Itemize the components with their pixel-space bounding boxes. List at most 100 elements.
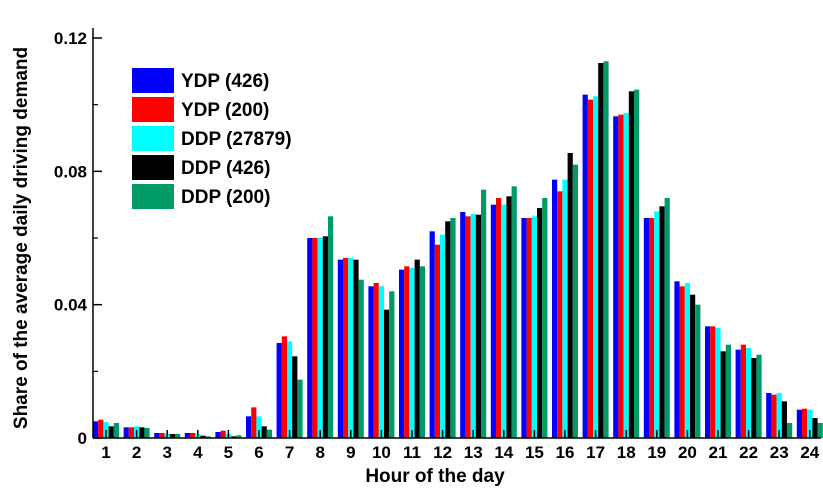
legend-label: DDP (27879) <box>181 129 292 150</box>
y-tick-label: 0.04 <box>54 296 88 315</box>
bar-ddp-27879-hour-18 <box>623 113 629 438</box>
bar-ydp-200-hour-19 <box>649 218 655 438</box>
bar-ddp-27879-hour-6 <box>256 416 262 438</box>
legend: YDP (426) YDP (200) DDP (27879) DDP (426) DD… <box>132 68 292 209</box>
bar-ddp-200-hour-3 <box>175 434 181 438</box>
x-tick-label: 12 <box>433 443 452 462</box>
bar-ddp-426-hour-4 <box>200 435 206 438</box>
bar-ddp-426-hour-6 <box>261 426 267 438</box>
legend-swatch <box>132 68 174 93</box>
bar-ydp-200-hour-4 <box>190 433 196 438</box>
x-tick-label: 1 <box>101 443 110 462</box>
x-tick-label: 4 <box>193 443 203 462</box>
bar-ddp-200-hour-7 <box>297 379 303 438</box>
bar-ydp-200-hour-23 <box>771 394 777 438</box>
x-tick-label: 17 <box>586 443 605 462</box>
bar-ddp-27879-hour-12 <box>440 234 446 438</box>
bar-ydp-426-hour-22 <box>735 349 741 438</box>
bar-ddp-426-hour-20 <box>690 294 696 438</box>
bar-ddp-426-hour-3 <box>169 434 175 438</box>
bar-ydp-426-hour-14 <box>490 204 496 438</box>
bar-ydp-426-hour-19 <box>643 218 649 438</box>
bar-ydp-200-hour-5 <box>220 430 226 438</box>
bar-ddp-27879-hour-17 <box>593 96 599 438</box>
bar-ydp-200-hour-10 <box>373 283 379 438</box>
y-axis-title: Share of the average daily driving deman… <box>11 47 32 429</box>
bar-ddp-200-hour-21 <box>725 344 731 438</box>
bar-ddp-27879-hour-13 <box>470 214 476 438</box>
bar-ddp-200-hour-18 <box>634 89 640 439</box>
bar-ddp-27879-hour-20 <box>684 283 690 438</box>
bar-ddp-200-hour-11 <box>419 266 425 438</box>
legend-label: YDP (426) <box>181 71 269 92</box>
bar-ddp-200-hour-2 <box>144 428 150 438</box>
bar-ddp-426-hour-8 <box>322 236 328 438</box>
legend-label: YDP (200) <box>181 100 269 121</box>
bar-ydp-426-hour-7 <box>276 343 282 438</box>
bar-ddp-200-hour-16 <box>572 164 578 439</box>
bar-ddp-27879-hour-16 <box>562 179 568 439</box>
bar-ydp-200-hour-15 <box>526 218 532 438</box>
bar-ddp-200-hour-1 <box>113 423 119 438</box>
x-tick-label: 13 <box>464 443 483 462</box>
bar-ydp-200-hour-11 <box>404 266 410 438</box>
bar-ddp-426-hour-2 <box>139 427 145 438</box>
bar-ydp-200-hour-17 <box>587 99 593 439</box>
bar-ddp-200-hour-8 <box>328 216 334 438</box>
bar-ydp-426-hour-17 <box>582 94 588 439</box>
bar-ydp-200-hour-8 <box>312 238 318 438</box>
y-tick-label: 0.08 <box>54 162 87 181</box>
bar-ddp-200-hour-23 <box>787 423 793 438</box>
x-tick-label: 5 <box>224 443 233 462</box>
x-tick-label: 6 <box>254 443 263 462</box>
bar-ddp-200-hour-22 <box>756 354 762 438</box>
bar-ydp-200-hour-7 <box>281 336 287 438</box>
bar-ddp-200-hour-9 <box>358 279 364 438</box>
y-ticks: 0 0.04 0.08 0.12 <box>54 29 102 448</box>
bar-ydp-200-hour-16 <box>557 191 563 438</box>
bar-ddp-27879-hour-15 <box>531 216 537 438</box>
bar-ydp-200-hour-18 <box>618 114 624 439</box>
bar-ddp-200-hour-4 <box>205 436 211 438</box>
x-tick-label: 9 <box>346 443 355 462</box>
bar-ydp-426-hour-3 <box>154 433 160 438</box>
x-tick-label: 2 <box>132 443 141 462</box>
bar-ddp-426-hour-10 <box>384 309 390 438</box>
bar-ddp-426-hour-19 <box>659 206 665 438</box>
bar-ydp-426-hour-21 <box>705 326 711 438</box>
x-tick-label: 16 <box>556 443 575 462</box>
bar-ddp-426-hour-24 <box>812 418 818 438</box>
bar-ydp-426-hour-4 <box>184 433 190 438</box>
bar-ddp-27879-hour-24 <box>807 409 813 438</box>
bar-ydp-200-hour-13 <box>465 216 471 438</box>
x-axis-title: Hour of the day <box>365 466 505 487</box>
bar-ydp-426-hour-10 <box>368 286 374 438</box>
bar-ydp-200-hour-2 <box>128 427 134 438</box>
x-tick-label: 10 <box>372 443 391 462</box>
bar-ddp-426-hour-15 <box>537 208 543 438</box>
x-tick-label: 3 <box>162 443 171 462</box>
bar-ydp-426-hour-5 <box>215 432 221 438</box>
bar-ddp-27879-hour-7 <box>287 341 293 438</box>
x-tick-label: 18 <box>617 443 636 462</box>
bar-ddp-426-hour-22 <box>751 358 757 438</box>
bar-ydp-200-hour-14 <box>496 198 502 438</box>
legend-swatch <box>132 184 174 209</box>
bar-ddp-426-hour-21 <box>720 351 726 438</box>
legend-label: DDP (200) <box>181 187 270 208</box>
bar-ddp-27879-hour-23 <box>776 393 782 438</box>
bar-ddp-426-hour-17 <box>598 63 604 438</box>
bar-ddp-200-hour-24 <box>817 423 823 438</box>
bar-ddp-27879-hour-14 <box>501 204 507 438</box>
bar-ddp-426-hour-18 <box>628 91 634 438</box>
bar-ddp-426-hour-1 <box>108 426 114 438</box>
bar-ydp-426-hour-23 <box>766 393 772 438</box>
bar-ydp-426-hour-18 <box>613 116 619 438</box>
bar-ddp-27879-hour-8 <box>317 238 323 438</box>
bar-ddp-426-hour-11 <box>414 259 420 438</box>
bar-ddp-200-hour-12 <box>450 218 456 438</box>
bar-ddp-426-hour-16 <box>567 153 573 438</box>
bar-ddp-27879-hour-9 <box>348 258 354 438</box>
legend-swatch <box>132 126 174 151</box>
